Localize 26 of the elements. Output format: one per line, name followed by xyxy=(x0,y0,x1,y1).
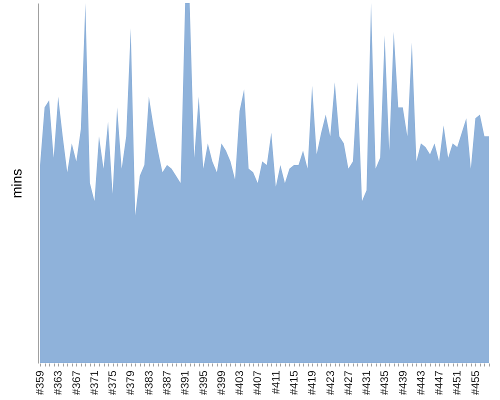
x-tick-label: #423 xyxy=(324,370,337,395)
x-tick-label: #411 xyxy=(270,370,282,394)
x-tick-label: #419 xyxy=(306,370,319,395)
x-tick-label: #435 xyxy=(379,370,392,395)
x-tick-label: #391 xyxy=(180,370,192,395)
x-tick-label: #379 xyxy=(125,370,138,395)
x-tick-label: #415 xyxy=(288,370,300,395)
x-tick-label: #407 xyxy=(252,370,264,395)
x-tick-label: #431 xyxy=(361,370,374,395)
x-tick-label: #363 xyxy=(52,370,65,395)
x-tick-label: #395 xyxy=(198,370,210,395)
x-tick-label: #427 xyxy=(342,370,355,395)
x-tick-label: #451 xyxy=(452,370,464,395)
x-tick-label: #371 xyxy=(88,370,101,395)
y-axis-title: mins xyxy=(8,168,24,198)
x-tick-label: #375 xyxy=(107,370,120,395)
x-tick-label: #443 xyxy=(415,370,428,395)
x-tick-label: #399 xyxy=(216,370,228,395)
x-tick-label: #403 xyxy=(234,370,246,395)
x-tick-label: #455 xyxy=(470,370,482,395)
x-tick-label: #383 xyxy=(143,370,156,395)
x-tick-label: #387 xyxy=(162,370,174,395)
x-tick-label: #447 xyxy=(434,370,446,395)
x-tick-label: #367 xyxy=(70,370,83,395)
x-tick-label: #439 xyxy=(397,370,410,395)
x-tick-label: #359 xyxy=(34,370,47,395)
